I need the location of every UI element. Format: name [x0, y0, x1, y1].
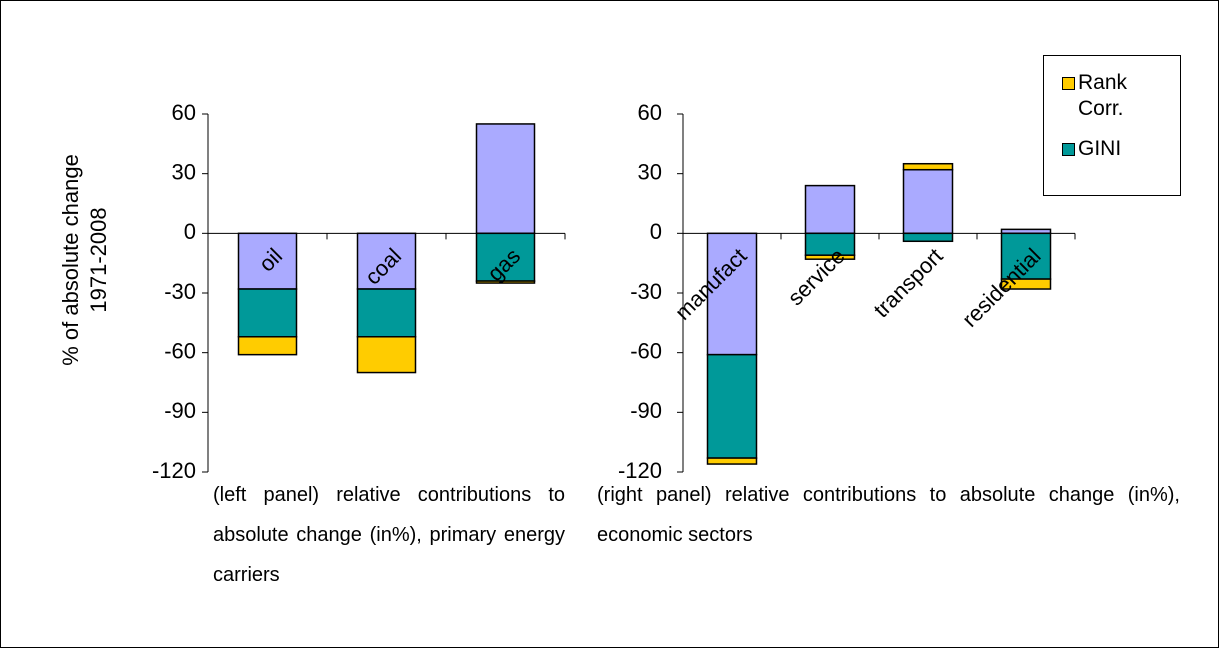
- bar-segment: [1000, 232, 1052, 280]
- y-tick-label: -30: [164, 279, 196, 304]
- bar-segment: [237, 288, 298, 338]
- bar-segment: [706, 353, 758, 459]
- y-tick-label: -120: [152, 458, 196, 483]
- bar-segment: [356, 336, 417, 374]
- bar-segment: [706, 232, 758, 356]
- bar-segment: [475, 232, 536, 282]
- bar-segment: [475, 280, 536, 284]
- y-tick-label: 0: [650, 219, 662, 244]
- legend-swatch: [1062, 77, 1075, 90]
- y-tick-label: -120: [618, 458, 662, 483]
- y-tick-label: -30: [630, 279, 662, 304]
- bar-segment: [902, 232, 954, 243]
- legend-item: Rank Corr.: [1062, 70, 1180, 122]
- y-tick-label: 0: [184, 219, 196, 244]
- y-axis-label: 1971-2008: [86, 207, 111, 312]
- y-tick-label: -90: [164, 398, 196, 423]
- bar-segment: [902, 168, 954, 235]
- legend-swatch: [1062, 143, 1075, 156]
- bar-segment: [237, 336, 298, 356]
- bar-segment: [356, 288, 417, 338]
- legend: Rank Corr. GINI: [1043, 55, 1181, 196]
- bar-segment: [706, 457, 758, 465]
- bar-segment: [356, 232, 417, 290]
- x-tick-label: transport: [869, 243, 948, 322]
- bar-segment: [475, 123, 536, 235]
- y-axis-label: % of absolute change: [58, 154, 83, 366]
- y-tick-label: 60: [172, 100, 196, 125]
- bar-segment: [902, 162, 954, 171]
- bar-segment: [1000, 278, 1052, 290]
- legend-label: Rank Corr.: [1078, 71, 1128, 120]
- legend-item: GINI: [1062, 136, 1180, 162]
- bar-segment: [804, 184, 856, 235]
- caption: (right panel) relative contributions to …: [597, 484, 1180, 546]
- y-tick-label: -60: [164, 338, 196, 363]
- caption: (left panel) relative contributions to a…: [213, 484, 565, 586]
- y-tick-label: 30: [638, 159, 662, 184]
- y-tick-label: -90: [630, 398, 662, 423]
- legend-label: GINI: [1078, 137, 1122, 160]
- y-tick-label: -60: [630, 338, 662, 363]
- bar-segment: [804, 254, 856, 260]
- y-tick-label: 60: [638, 100, 662, 125]
- bar-segment: [237, 232, 298, 290]
- y-tick-label: 30: [172, 159, 196, 184]
